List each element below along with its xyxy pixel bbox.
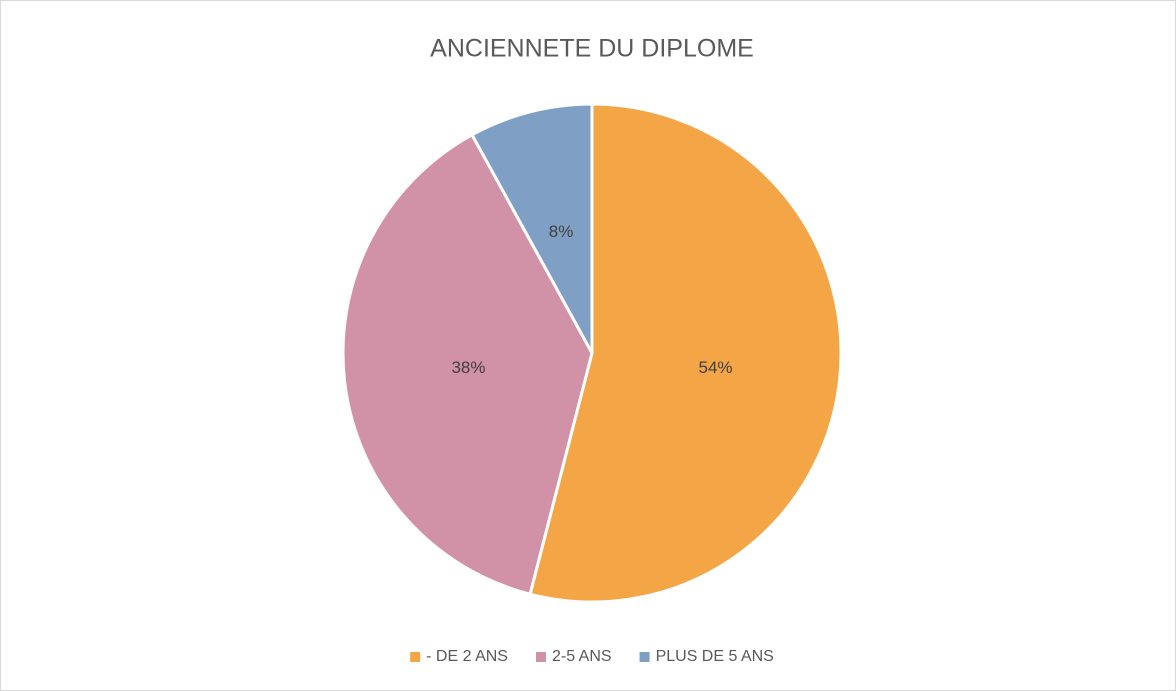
legend-swatch — [410, 652, 421, 662]
pie-slice — [470, 102, 594, 354]
pie-slice — [341, 132, 594, 597]
data-label: 8% — [549, 222, 574, 241]
legend-swatch — [639, 652, 650, 662]
chart-title: ANCIENNETE DU DIPLOME — [430, 35, 754, 63]
legend-swatch — [535, 652, 546, 662]
legend-label: - DE 2 ANS — [426, 648, 508, 665]
legend-label: PLUS DE 5 ANS — [656, 648, 774, 665]
legend-label: 2-5 ANS — [552, 648, 612, 665]
pie-slice — [528, 102, 843, 604]
data-label: 38% — [451, 358, 485, 377]
data-label: 54% — [699, 358, 733, 377]
